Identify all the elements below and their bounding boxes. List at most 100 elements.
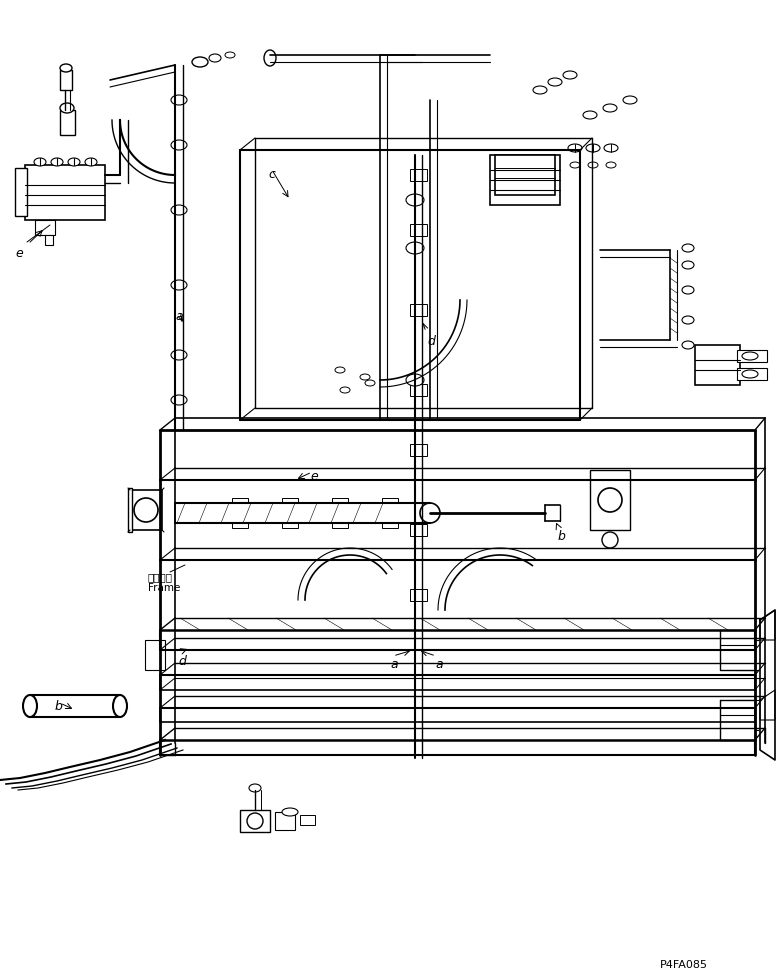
Ellipse shape [623, 96, 637, 104]
Ellipse shape [603, 104, 617, 112]
Text: P4FA085: P4FA085 [660, 960, 708, 970]
Text: b: b [55, 700, 63, 713]
Bar [735, 700, 760, 730]
Text: e: e [15, 247, 23, 260]
Ellipse shape [23, 695, 37, 717]
Bar [240, 810, 270, 832]
Ellipse shape [360, 374, 370, 380]
Ellipse shape [264, 50, 276, 66]
Bar [590, 470, 630, 530]
Polygon shape [720, 630, 755, 670]
Ellipse shape [406, 242, 424, 254]
Ellipse shape [192, 57, 208, 67]
Bar [282, 498, 298, 503]
Bar [695, 345, 740, 385]
Ellipse shape [548, 78, 562, 86]
Circle shape [602, 532, 618, 548]
Text: a: a [175, 310, 183, 323]
Bar [382, 498, 398, 503]
Text: a: a [390, 658, 398, 671]
Bar [130, 490, 162, 530]
Circle shape [598, 488, 622, 512]
Ellipse shape [406, 194, 424, 206]
Bar [60, 110, 75, 135]
Ellipse shape [365, 380, 375, 386]
Ellipse shape [60, 103, 74, 113]
Ellipse shape [583, 111, 597, 119]
Ellipse shape [60, 64, 72, 72]
Bar [128, 488, 132, 532]
Text: c: c [268, 168, 275, 181]
Text: d: d [427, 335, 435, 348]
Bar [282, 523, 298, 528]
Text: a: a [435, 658, 442, 671]
Text: d: d [178, 655, 186, 668]
Ellipse shape [406, 374, 424, 386]
Circle shape [134, 498, 158, 522]
Bar [410, 589, 427, 601]
Ellipse shape [171, 280, 187, 290]
Ellipse shape [282, 808, 298, 816]
Bar [232, 523, 248, 528]
Ellipse shape [682, 244, 694, 252]
Bar [15, 168, 27, 216]
Bar [410, 384, 427, 396]
Ellipse shape [682, 286, 694, 294]
Ellipse shape [171, 205, 187, 215]
Ellipse shape [742, 352, 758, 360]
Bar [490, 155, 560, 205]
Ellipse shape [335, 367, 345, 373]
Polygon shape [760, 610, 775, 760]
Bar [275, 812, 295, 830]
Bar [410, 224, 427, 236]
Bar [735, 640, 760, 670]
Text: Frame: Frame [148, 583, 180, 593]
Bar [410, 444, 427, 456]
Ellipse shape [171, 395, 187, 405]
Bar [495, 155, 555, 195]
Bar [382, 523, 398, 528]
Ellipse shape [68, 158, 80, 166]
Ellipse shape [171, 95, 187, 105]
Polygon shape [720, 700, 755, 740]
Bar [232, 498, 248, 503]
Ellipse shape [570, 162, 580, 168]
Ellipse shape [604, 144, 618, 152]
Ellipse shape [113, 695, 127, 717]
Ellipse shape [34, 158, 46, 166]
Bar [410, 524, 427, 536]
Ellipse shape [51, 158, 63, 166]
Ellipse shape [171, 140, 187, 150]
Ellipse shape [682, 341, 694, 349]
Bar [35, 220, 55, 235]
Ellipse shape [742, 370, 758, 378]
Circle shape [247, 813, 263, 829]
Ellipse shape [586, 144, 600, 152]
Bar [300, 815, 315, 825]
Bar [25, 165, 105, 220]
Ellipse shape [420, 503, 440, 523]
Bar [332, 498, 348, 503]
Ellipse shape [85, 158, 97, 166]
Polygon shape [760, 690, 775, 720]
Ellipse shape [249, 784, 261, 792]
Ellipse shape [340, 387, 350, 393]
Polygon shape [760, 610, 775, 640]
Bar [410, 169, 427, 181]
Ellipse shape [568, 144, 582, 152]
Ellipse shape [225, 52, 235, 58]
Text: フレーム: フレーム [148, 572, 173, 582]
Ellipse shape [171, 350, 187, 360]
Ellipse shape [209, 54, 221, 62]
Ellipse shape [682, 261, 694, 269]
Bar [410, 304, 427, 316]
Ellipse shape [563, 71, 577, 79]
Ellipse shape [682, 316, 694, 324]
Bar [45, 235, 53, 245]
Ellipse shape [606, 162, 616, 168]
Text: b: b [558, 530, 565, 543]
Bar [30, 695, 120, 717]
Text: e: e [310, 470, 317, 483]
Ellipse shape [533, 86, 547, 94]
Bar [737, 350, 767, 362]
